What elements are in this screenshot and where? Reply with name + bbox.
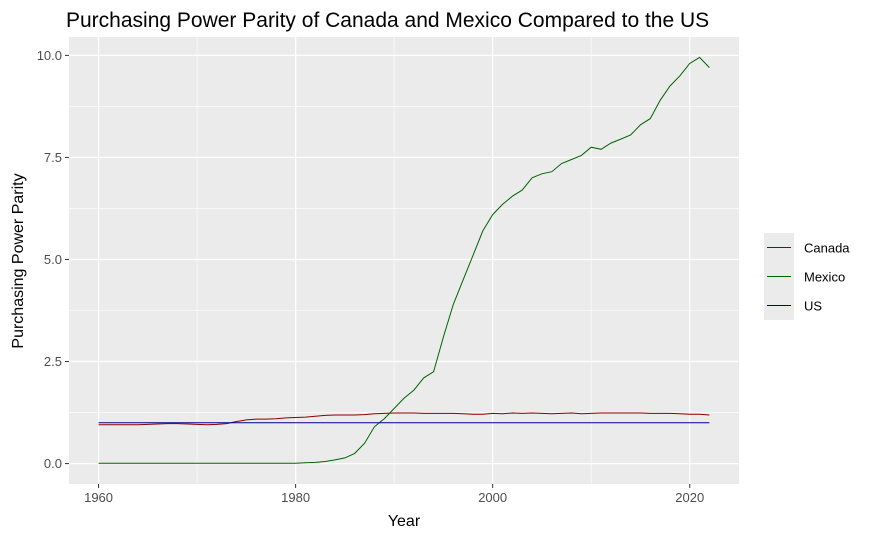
y-tick-label: 5.0 bbox=[44, 252, 62, 267]
x-tick-label: 2000 bbox=[478, 490, 507, 505]
plot-panel bbox=[69, 37, 739, 484]
legend-label-canada: Canada bbox=[804, 241, 850, 256]
x-axis-title: Year bbox=[388, 513, 421, 530]
series-line-canada bbox=[98, 412, 710, 426]
series-lines bbox=[98, 56, 710, 464]
x-tick-label: 1980 bbox=[281, 490, 310, 505]
y-axis-ticks: 0.0 2.5 5.0 7.5 10.0 bbox=[37, 48, 69, 471]
legend-label-us: US bbox=[804, 299, 822, 314]
series-line-mexico bbox=[98, 56, 710, 464]
legend: Canada Mexico US bbox=[764, 233, 850, 320]
x-tick-label: 1960 bbox=[84, 490, 113, 505]
legend-label-mexico: Mexico bbox=[804, 270, 845, 285]
y-tick-label: 10.0 bbox=[37, 48, 62, 63]
y-axis-title: Purchasing Power Parity bbox=[10, 173, 27, 348]
y-tick-label: 7.5 bbox=[44, 150, 62, 165]
chart-title: Purchasing Power Parity of Canada and Me… bbox=[66, 9, 709, 32]
x-axis-ticks: 1960 1980 2000 2020 bbox=[84, 484, 704, 505]
y-tick-label: 0.0 bbox=[44, 456, 62, 471]
x-tick-label: 2020 bbox=[675, 490, 704, 505]
y-tick-label: 2.5 bbox=[44, 354, 62, 369]
